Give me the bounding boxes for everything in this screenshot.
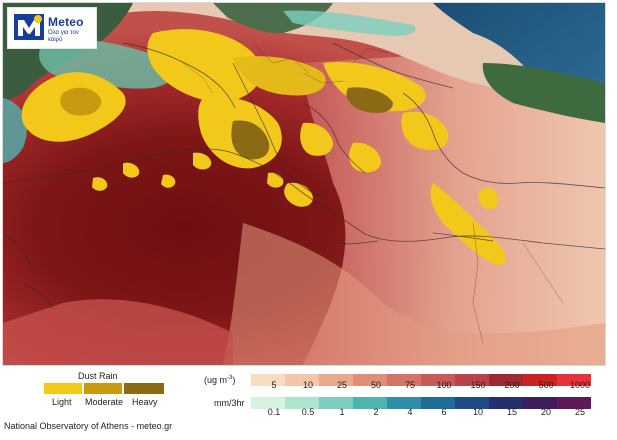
- concentration-swatch: [523, 374, 557, 386]
- concentration-tick-label: 150: [470, 380, 486, 390]
- concentration-tick-label: 200: [504, 380, 520, 390]
- east-land: [482, 63, 605, 123]
- rain-band-north: [283, 10, 416, 36]
- concentration-tick-label: 25: [336, 380, 347, 390]
- logo-tagline: Όλα για τον καιρό: [48, 30, 79, 43]
- concentration-tick-label: 1000: [569, 380, 591, 390]
- southwest-plume: [3, 299, 233, 365]
- rain-rate-tick-label: 0.1: [267, 407, 281, 417]
- concentration-swatch: [421, 374, 455, 386]
- northern-haze: [3, 3, 605, 123]
- borders: [182, 42, 564, 344]
- rain-rate-swatch: [421, 397, 455, 409]
- dust-rain-moderate-label: Moderate: [85, 397, 124, 407]
- concentration-tick-label: 500: [538, 380, 554, 390]
- rain-rate-swatch: [489, 397, 523, 409]
- meteo-logo: Meteo Όλα για τον καιρό: [7, 7, 97, 49]
- rain-rate-swatch: [557, 397, 591, 409]
- rain-rate-swatch: [319, 397, 353, 409]
- logo-brand: Meteo: [48, 15, 84, 29]
- dust-rain-heavy-label: Heavy: [132, 397, 158, 407]
- concentration-tick-label: 75: [404, 380, 415, 390]
- dust-rain-light-swatch: [44, 383, 82, 394]
- rain-rate-swatch: [523, 397, 557, 409]
- south-plume: [223, 223, 605, 365]
- rain-rate-tick-label: 15: [506, 407, 517, 417]
- dust-forecast-map: Meteo Όλα για τον καιρό: [2, 2, 606, 366]
- concentration-unit: (ug m-3): [204, 375, 236, 385]
- rain-rate-swatch: [455, 397, 489, 409]
- rain-rate-tick-label: 25: [574, 407, 585, 417]
- concentration-swatch: [387, 374, 421, 386]
- dust-rain-light-label: Light: [52, 397, 72, 407]
- dust-rain-patches: [21, 29, 506, 265]
- footer-credit: National Observatory of Athens - meteo.g…: [4, 421, 173, 431]
- concentration-swatch: [557, 374, 591, 386]
- rain-rate-tick-label: 6: [441, 407, 447, 417]
- concentration-swatch: [251, 374, 285, 386]
- coastlines: [3, 42, 605, 309]
- concentration-swatch: [353, 374, 387, 386]
- rain-rate-swatch: [251, 397, 285, 409]
- rain-rate-swatch: [353, 397, 387, 409]
- meteo-logo-icon: [14, 14, 44, 40]
- rain-rate-tick-label: 0.5: [301, 407, 315, 417]
- dust-rain-heavy-swatch: [124, 383, 164, 394]
- rain-rate-tick-label: 20: [540, 407, 551, 417]
- concentration-tick-label: 10: [302, 380, 313, 390]
- concentration-swatch: [319, 374, 353, 386]
- rain-rate-tick-label: 4: [407, 407, 413, 417]
- rain-rate-tick-label: 2: [373, 407, 379, 417]
- concentration-tick-label: 50: [370, 380, 381, 390]
- rain-rate-swatch: [285, 397, 319, 409]
- dust-rain-moderate-swatch: [84, 383, 122, 394]
- rain-rate-tick-label: 1: [339, 407, 345, 417]
- legend: Dust Rain Light Moderate Heavy (ug m-3) …: [0, 366, 617, 440]
- rain-rate-unit: mm/3hr: [214, 398, 245, 408]
- map-canvas: [3, 3, 605, 365]
- concentration-tick-label: 5: [271, 380, 277, 390]
- rain-rate-tick-label: 10: [472, 407, 483, 417]
- concentration-tick-label: 100: [436, 380, 452, 390]
- rain-rate-swatch: [387, 397, 421, 409]
- concentration-swatch: [455, 374, 489, 386]
- dust-rain-title: Dust Rain: [78, 371, 118, 381]
- concentration-swatch: [489, 374, 523, 386]
- concentration-swatch: [285, 374, 319, 386]
- rain-band-coast: [3, 98, 27, 163]
